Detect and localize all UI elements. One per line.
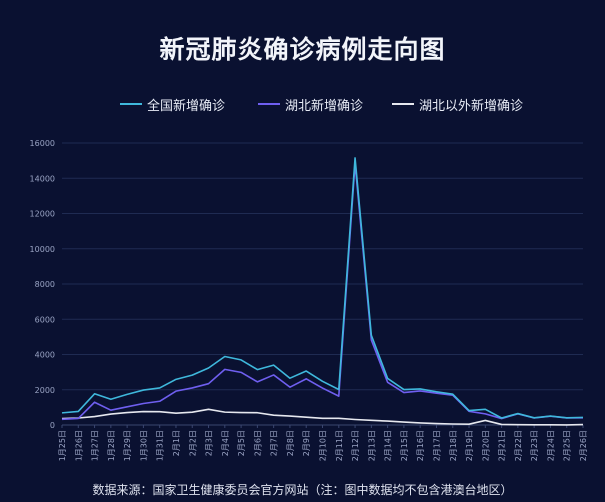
y-tick-label: 0 — [50, 421, 55, 430]
series-line-national — [61, 157, 584, 419]
x-tick-label: 2月21日 — [498, 430, 507, 461]
series-line-hubei — [61, 162, 584, 421]
x-tick-label: 2月8日 — [286, 430, 295, 456]
x-tick-label: 2月4日 — [221, 430, 230, 456]
x-tick-label: 2月19日 — [465, 430, 474, 461]
legend-item-national[interactable]: 全国新增确诊 — [120, 94, 225, 114]
x-tick-label: 2月14日 — [384, 430, 393, 461]
y-tick-label: 2000 — [35, 386, 55, 395]
data-source-footer: 数据来源：国家卫生健康委员会官方网站（注：图中数据均不包含港澳台地区） — [92, 483, 513, 497]
x-tick-label: 2月2日 — [188, 430, 197, 456]
x-tick-label: 2月26日 — [579, 430, 588, 461]
y-tick-label: 12000 — [30, 210, 55, 219]
y-tick-label: 10000 — [30, 245, 55, 254]
y-tick-label: 6000 — [35, 315, 55, 324]
x-tick-label: 2月7日 — [270, 430, 279, 456]
legend-label-national: 全国新增确诊 — [147, 98, 226, 114]
x-tick-label: 1月30日 — [139, 430, 148, 461]
x-tick-label: 2月25日 — [563, 430, 572, 461]
x-tick-label: 2月23日 — [530, 430, 539, 461]
x-tick-label: 2月3日 — [205, 430, 214, 456]
x-tick-label: 1月27日 — [91, 430, 100, 461]
y-tick-label: 14000 — [30, 174, 55, 183]
chart-title: 新冠肺炎确诊病例走向图 — [159, 35, 446, 64]
legend-item-outside-hubei[interactable]: 湖北以外新增确诊 — [392, 94, 523, 114]
x-tick-label: 1月25日 — [58, 430, 67, 461]
y-tick-label: 4000 — [35, 351, 55, 360]
y-tick-label: 8000 — [35, 280, 55, 289]
legend-item-hubei[interactable]: 湖北新增确诊 — [258, 94, 363, 114]
x-tick-label: 2月18日 — [449, 430, 458, 461]
x-tick-label: 2月12日 — [351, 430, 360, 461]
x-tick-label: 2月11日 — [335, 430, 344, 461]
x-tick-label: 2月15日 — [400, 430, 409, 461]
x-tick-label: 2月17日 — [432, 430, 441, 461]
chart-legend: 全国新增确诊 湖北新增确诊 湖北以外新增确诊 — [0, 94, 605, 114]
legend-label-hubei: 湖北新增确诊 — [285, 98, 364, 114]
legend-label-outside-hubei: 湖北以外新增确诊 — [419, 98, 524, 114]
x-tick-label: 2月10日 — [319, 430, 328, 461]
x-tick-label: 2月24日 — [546, 430, 555, 461]
series-line-outside-hubei — [61, 408, 584, 426]
legend-swatch-national — [120, 103, 142, 105]
x-tick-label: 2月22日 — [514, 430, 523, 461]
x-tick-label: 2月6日 — [253, 430, 262, 456]
x-tick-label: 2月16日 — [416, 430, 425, 461]
x-tick-label: 1月31日 — [156, 430, 165, 461]
x-tick-label: 2月1日 — [172, 430, 181, 456]
x-tick-label: 1月28日 — [107, 430, 116, 461]
x-tick-label: 1月29日 — [123, 430, 132, 461]
x-tick-label: 2月5日 — [237, 430, 246, 456]
legend-swatch-outside-hubei — [392, 103, 414, 105]
x-tick-label: 2月13日 — [367, 430, 376, 461]
x-tick-label: 2月20日 — [481, 430, 490, 461]
x-tick-label: 1月26日 — [74, 430, 83, 461]
y-tick-label: 16000 — [30, 139, 55, 148]
legend-swatch-hubei — [258, 103, 280, 105]
x-tick-label: 2月9日 — [302, 430, 311, 456]
